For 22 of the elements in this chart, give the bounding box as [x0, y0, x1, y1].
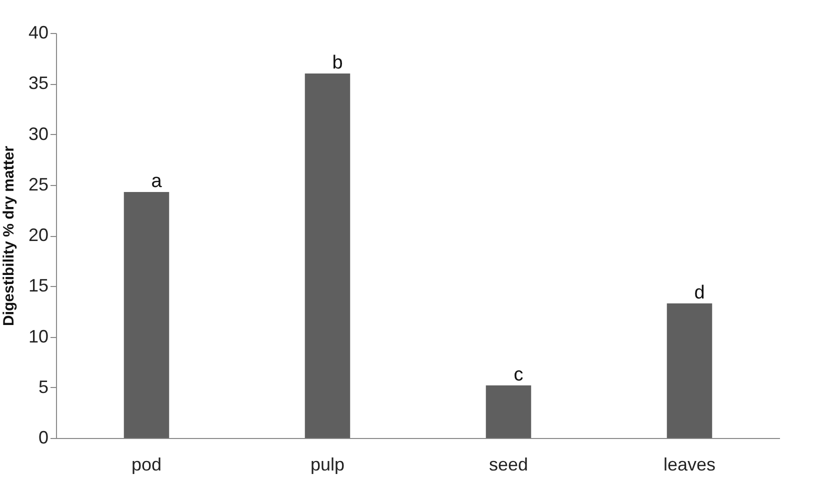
y-tick-label: 15	[28, 276, 48, 296]
x-tick-label: pod	[131, 454, 162, 474]
y-tick-label: 20	[28, 225, 48, 245]
y-tick-label: 25	[28, 174, 48, 194]
annotation: d	[694, 282, 705, 304]
y-tick-label: 5	[38, 376, 48, 397]
x-tick-label: pulp	[310, 454, 345, 474]
x-tick-label: leaves	[663, 454, 716, 474]
x-tick-label: seed	[488, 454, 528, 474]
annotation: a	[151, 170, 162, 192]
annotation: c	[514, 364, 524, 386]
bar	[486, 385, 532, 438]
y-tick-label: 0	[38, 428, 48, 448]
y-axis-title: Digestibility % dry matter	[0, 146, 18, 326]
y-tick-label: 40	[28, 22, 48, 42]
bar	[304, 74, 350, 438]
annotation: b	[332, 52, 343, 74]
y-tick-label: 10	[28, 326, 48, 346]
y-tick-label: 30	[28, 124, 48, 144]
bar	[666, 303, 712, 438]
y-tick-label: 35	[28, 73, 48, 94]
bar	[124, 192, 170, 438]
